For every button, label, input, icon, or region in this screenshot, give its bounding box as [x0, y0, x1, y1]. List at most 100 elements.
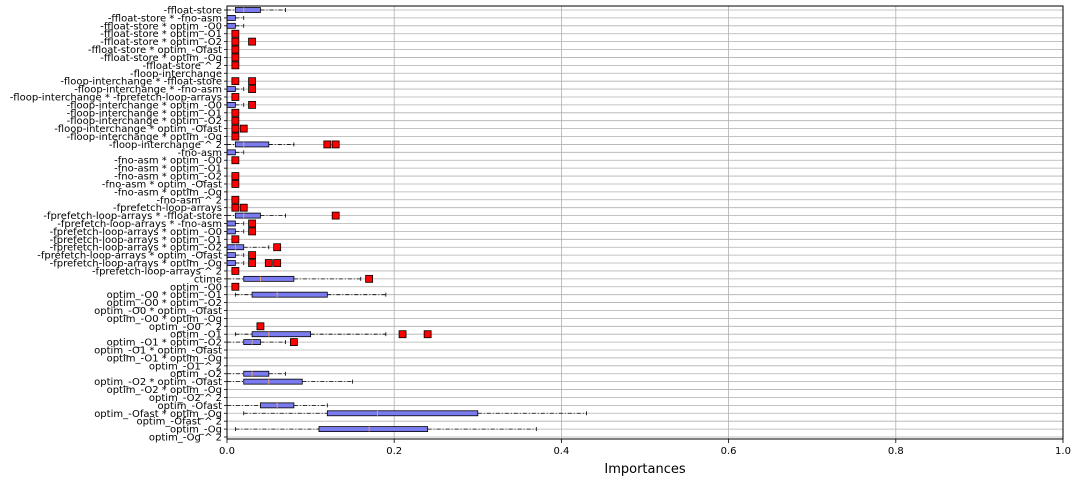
x-axis: 0.0 0.2 0.4 0.6 0.8 1.0 — [219, 439, 1071, 457]
outlier-marker — [248, 227, 256, 236]
outlier-marker — [231, 282, 240, 291]
y-tick-label: -ffloat-store ^ 2 — [143, 61, 222, 72]
y-tick-label: -ffloat-store * optim_-O0 — [100, 21, 222, 32]
plot-frame — [226, 5, 1064, 440]
y-tick-label: optim_-O1 * optim_-O2 — [107, 338, 222, 349]
box — [243, 378, 303, 385]
outlier-marker — [231, 93, 240, 101]
outlier-marker — [231, 235, 240, 244]
y-tick-label: optim_-O1 ^ 2 — [149, 361, 222, 372]
outlier-marker — [231, 45, 240, 54]
y-tick-label: optim_-O1 — [170, 330, 222, 341]
x-tick-label: 0.6 — [721, 446, 737, 457]
box — [226, 260, 236, 266]
outlier-marker — [423, 330, 432, 339]
box — [251, 291, 328, 298]
y-tick-label: -fprefetch-loop-arrays * optim_-Og — [50, 259, 222, 270]
x-tick-label: 0.8 — [888, 446, 904, 457]
outlier-marker — [248, 77, 256, 86]
y-tick-label: -fno-asm * optim_-Ofast — [102, 179, 222, 190]
outlier-marker — [231, 108, 240, 117]
outlier-marker — [248, 251, 256, 260]
y-tick-label: -fno-asm — [178, 148, 222, 159]
y-tick-label: -floop-interchange * optim_-Ofast — [54, 124, 222, 135]
box — [226, 101, 236, 108]
outlier-marker — [248, 219, 256, 228]
y-axis: -ffloat-store-ffloat-store * -fno-asm-ff… — [10, 6, 227, 444]
box-layer — [226, 7, 587, 432]
y-tick-label: -floop-interchange * optim_-Og — [67, 132, 222, 143]
x-tick-label: 0.4 — [553, 446, 569, 457]
y-tick-label: -floop-interchange — [130, 69, 222, 80]
outlier-marker — [231, 156, 240, 165]
box — [226, 15, 236, 21]
y-tick-label: optim_-Og ^ 2 — [149, 433, 222, 444]
y-tick-label: -fno-asm * optim_-O0 — [114, 156, 222, 167]
y-tick-label: optim_-Ofast ^ 2 — [136, 417, 222, 428]
x-tick-label: 1.0 — [1055, 446, 1071, 457]
y-tick-label: -fno-asm * optim_-O2 — [114, 172, 222, 183]
y-tick-label: optim_-O0 * optim_-O2 — [107, 298, 222, 309]
box — [226, 22, 236, 29]
y-tick-label: -ffloat-store * optim_-Ofast — [88, 45, 222, 56]
y-tick-label: optim_-O0 * optim_-Og — [107, 314, 222, 325]
outlier-marker — [331, 140, 340, 149]
y-tick-label: optim_-O2 ^ 2 — [149, 393, 222, 404]
y-tick-label: -ffloat-store * optim_-O2 — [100, 37, 222, 48]
y-tick-label: -fno-asm * optim_-O1 — [114, 164, 222, 175]
outlier-marker — [231, 77, 240, 86]
outlier-marker — [256, 322, 265, 331]
outlier-marker — [231, 61, 240, 70]
y-tick-label: optim_-O2 * optim_-Og — [107, 385, 222, 396]
box — [226, 252, 236, 259]
outlier-marker — [264, 259, 273, 267]
y-tick-label: -floop-interchange * optim_-O0 — [67, 100, 222, 111]
y-tick-label: -floop-interchange * -ffloat-store — [60, 77, 222, 88]
outlier-marker — [231, 172, 240, 180]
y-tick-label: optim_-O2 * optim_-Ofast — [94, 377, 222, 388]
y-tick-label: optim_-O0 — [170, 282, 222, 293]
outlier-marker — [231, 124, 240, 133]
outlier-marker — [248, 100, 256, 109]
y-tick-label: -floop-interchange ^ 2 — [109, 140, 222, 151]
outlier-marker — [231, 195, 240, 204]
x-tick-label: 0.2 — [386, 446, 402, 457]
y-tick-label: -ffloat-store — [164, 6, 222, 17]
y-tick-label: -floop-interchange * -fprefetch-loop-arr… — [10, 92, 222, 103]
box — [226, 228, 236, 235]
outlier-marker — [231, 132, 240, 141]
box — [234, 212, 261, 219]
y-tick-label: optim_-Ofast — [158, 401, 223, 412]
y-tick-label: -fprefetch-loop-arrays * optim_-O1 — [50, 235, 222, 246]
y-tick-label: -fprefetch-loop-arrays * -ffloat-store — [43, 211, 222, 222]
outlier-marker — [231, 53, 240, 62]
outlier-marker — [398, 330, 407, 339]
box — [234, 141, 270, 148]
y-tick-label: -fprefetch-loop-arrays * -fno-asm — [57, 219, 222, 230]
y-tick-label: -ffloat-store * optim_-O1 — [100, 29, 222, 40]
y-tick-label: optim_-O1 * optim_-Ofast — [94, 346, 222, 357]
box — [326, 410, 479, 417]
outlier-marker — [239, 203, 248, 212]
outlier-marker — [273, 243, 282, 252]
x-axis-label: Importances — [604, 462, 685, 477]
outlier-marker — [331, 211, 340, 220]
y-tick-label: -floop-interchange * -fno-asm — [74, 85, 222, 96]
y-tick-label: optim_-O0 ^ 2 — [149, 322, 222, 333]
outlier-marker — [323, 140, 332, 149]
box — [226, 86, 236, 92]
y-tick-label: ctime — [194, 274, 222, 285]
y-tick-label: optim_-Ofast * optim_-Og — [94, 409, 222, 420]
outlier-marker — [248, 37, 256, 46]
y-tick-label: -floop-interchange * optim_-O1 — [67, 108, 222, 119]
outlier-marker — [231, 37, 240, 46]
box — [226, 220, 236, 227]
box — [243, 370, 270, 377]
outlier-marker — [365, 274, 374, 283]
y-tick-label: -fprefetch-loop-arrays ^ 2 — [92, 266, 222, 277]
box — [318, 426, 429, 432]
box — [251, 331, 312, 338]
outlier-marker — [231, 180, 240, 188]
